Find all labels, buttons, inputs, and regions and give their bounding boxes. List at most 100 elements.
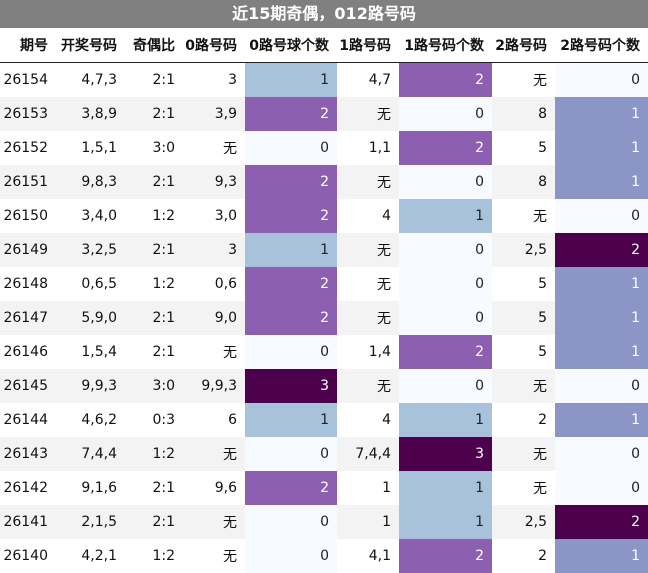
header-row: 期号 开奖号码 奇偶比 0路号码 0路号球个数 1路号码 1路号码个数 2路号码… [0, 28, 648, 63]
route2-numbers-cell: 无 [492, 471, 555, 505]
numbers-cell: 5,9,0 [56, 301, 125, 335]
route0-count-cell: 2 [245, 267, 337, 301]
route1-numbers-cell: 4 [337, 199, 399, 233]
route0-numbers-cell: 3 [183, 63, 245, 98]
route0-count-cell: 0 [245, 437, 337, 471]
numbers-cell: 2,1,5 [56, 505, 125, 539]
odd-even-cell: 3:0 [125, 369, 183, 403]
route0-numbers-cell: 6 [183, 403, 245, 437]
route2-numbers-cell: 5 [492, 301, 555, 335]
route2-count-cell: 2 [555, 505, 648, 539]
route2-count-cell: 2 [555, 233, 648, 267]
route2-count-cell: 0 [555, 437, 648, 471]
route1-count-cell: 0 [399, 165, 492, 199]
issue-cell: 26143 [0, 437, 56, 471]
issue-cell: 26152 [0, 131, 56, 165]
odd-even-cell: 1:2 [125, 437, 183, 471]
route2-numbers-cell: 2 [492, 539, 555, 573]
odd-even-cell: 2:1 [125, 301, 183, 335]
numbers-cell: 1,5,4 [56, 335, 125, 369]
route2-numbers-cell: 5 [492, 267, 555, 301]
route2-numbers-cell: 2,5 [492, 233, 555, 267]
numbers-cell: 3,4,0 [56, 199, 125, 233]
route1-numbers-cell: 1 [337, 471, 399, 505]
route2-numbers-cell: 无 [492, 437, 555, 471]
route0-numbers-cell: 无 [183, 335, 245, 369]
route1-numbers-cell: 无 [337, 233, 399, 267]
route0-numbers-cell: 3,9 [183, 97, 245, 131]
route2-count-cell: 1 [555, 165, 648, 199]
route2-count-cell: 0 [555, 369, 648, 403]
header-route1-count: 1路号码个数 [399, 28, 492, 63]
odd-even-cell: 2:1 [125, 233, 183, 267]
route0-count-cell: 1 [245, 403, 337, 437]
route1-count-cell: 0 [399, 97, 492, 131]
numbers-cell: 3,8,9 [56, 97, 125, 131]
route2-numbers-cell: 2 [492, 403, 555, 437]
route2-count-cell: 1 [555, 131, 648, 165]
header-route2-count: 2路号码个数 [555, 28, 648, 63]
route2-numbers-cell: 无 [492, 63, 555, 98]
numbers-cell: 7,4,4 [56, 437, 125, 471]
header-issue: 期号 [0, 28, 56, 63]
route0-count-cell: 0 [245, 335, 337, 369]
header-route0-numbers: 0路号码 [183, 28, 245, 63]
numbers-cell: 1,5,1 [56, 131, 125, 165]
route2-count-cell: 1 [555, 403, 648, 437]
route0-numbers-cell: 无 [183, 437, 245, 471]
route0-count-cell: 1 [245, 63, 337, 98]
route0-numbers-cell: 3 [183, 233, 245, 267]
route1-count-cell: 2 [399, 63, 492, 98]
issue-cell: 26149 [0, 233, 56, 267]
route1-numbers-cell: 4,7 [337, 63, 399, 98]
route1-numbers-cell: 无 [337, 369, 399, 403]
route0-count-cell: 2 [245, 301, 337, 335]
route1-numbers-cell: 无 [337, 97, 399, 131]
route2-count-cell: 1 [555, 267, 648, 301]
route1-count-cell: 0 [399, 267, 492, 301]
header-route1-numbers: 1路号码 [337, 28, 399, 63]
route2-count-cell: 0 [555, 63, 648, 98]
header-numbers: 开奖号码 [56, 28, 125, 63]
route1-numbers-cell: 7,4,4 [337, 437, 399, 471]
route2-numbers-cell: 2,5 [492, 505, 555, 539]
route2-numbers-cell: 无 [492, 199, 555, 233]
route1-count-cell: 1 [399, 403, 492, 437]
issue-cell: 26150 [0, 199, 56, 233]
route0-count-cell: 1 [245, 233, 337, 267]
route0-numbers-cell: 9,6 [183, 471, 245, 505]
route2-numbers-cell: 8 [492, 97, 555, 131]
route1-numbers-cell: 1 [337, 505, 399, 539]
route0-count-cell: 2 [245, 97, 337, 131]
issue-cell: 26144 [0, 403, 56, 437]
odd-even-cell: 2:1 [125, 97, 183, 131]
route1-count-cell: 1 [399, 199, 492, 233]
route1-count-cell: 0 [399, 301, 492, 335]
route0-count-cell: 2 [245, 199, 337, 233]
route1-count-cell: 0 [399, 233, 492, 267]
odd-even-cell: 1:2 [125, 267, 183, 301]
route0-count-cell: 0 [245, 131, 337, 165]
issue-cell: 26151 [0, 165, 56, 199]
route0-numbers-cell: 无 [183, 539, 245, 573]
issue-cell: 26154 [0, 63, 56, 98]
route1-numbers-cell: 1,1 [337, 131, 399, 165]
table-header: 期号 开奖号码 奇偶比 0路号码 0路号球个数 1路号码 1路号码个数 2路号码… [0, 28, 648, 63]
route2-count-cell: 0 [555, 199, 648, 233]
issue-cell: 26146 [0, 335, 56, 369]
table-title: 近15期奇偶，012路号码 [0, 0, 648, 28]
route2-numbers-cell: 无 [492, 369, 555, 403]
route2-count-cell: 1 [555, 335, 648, 369]
route0-count-cell: 0 [245, 539, 337, 573]
